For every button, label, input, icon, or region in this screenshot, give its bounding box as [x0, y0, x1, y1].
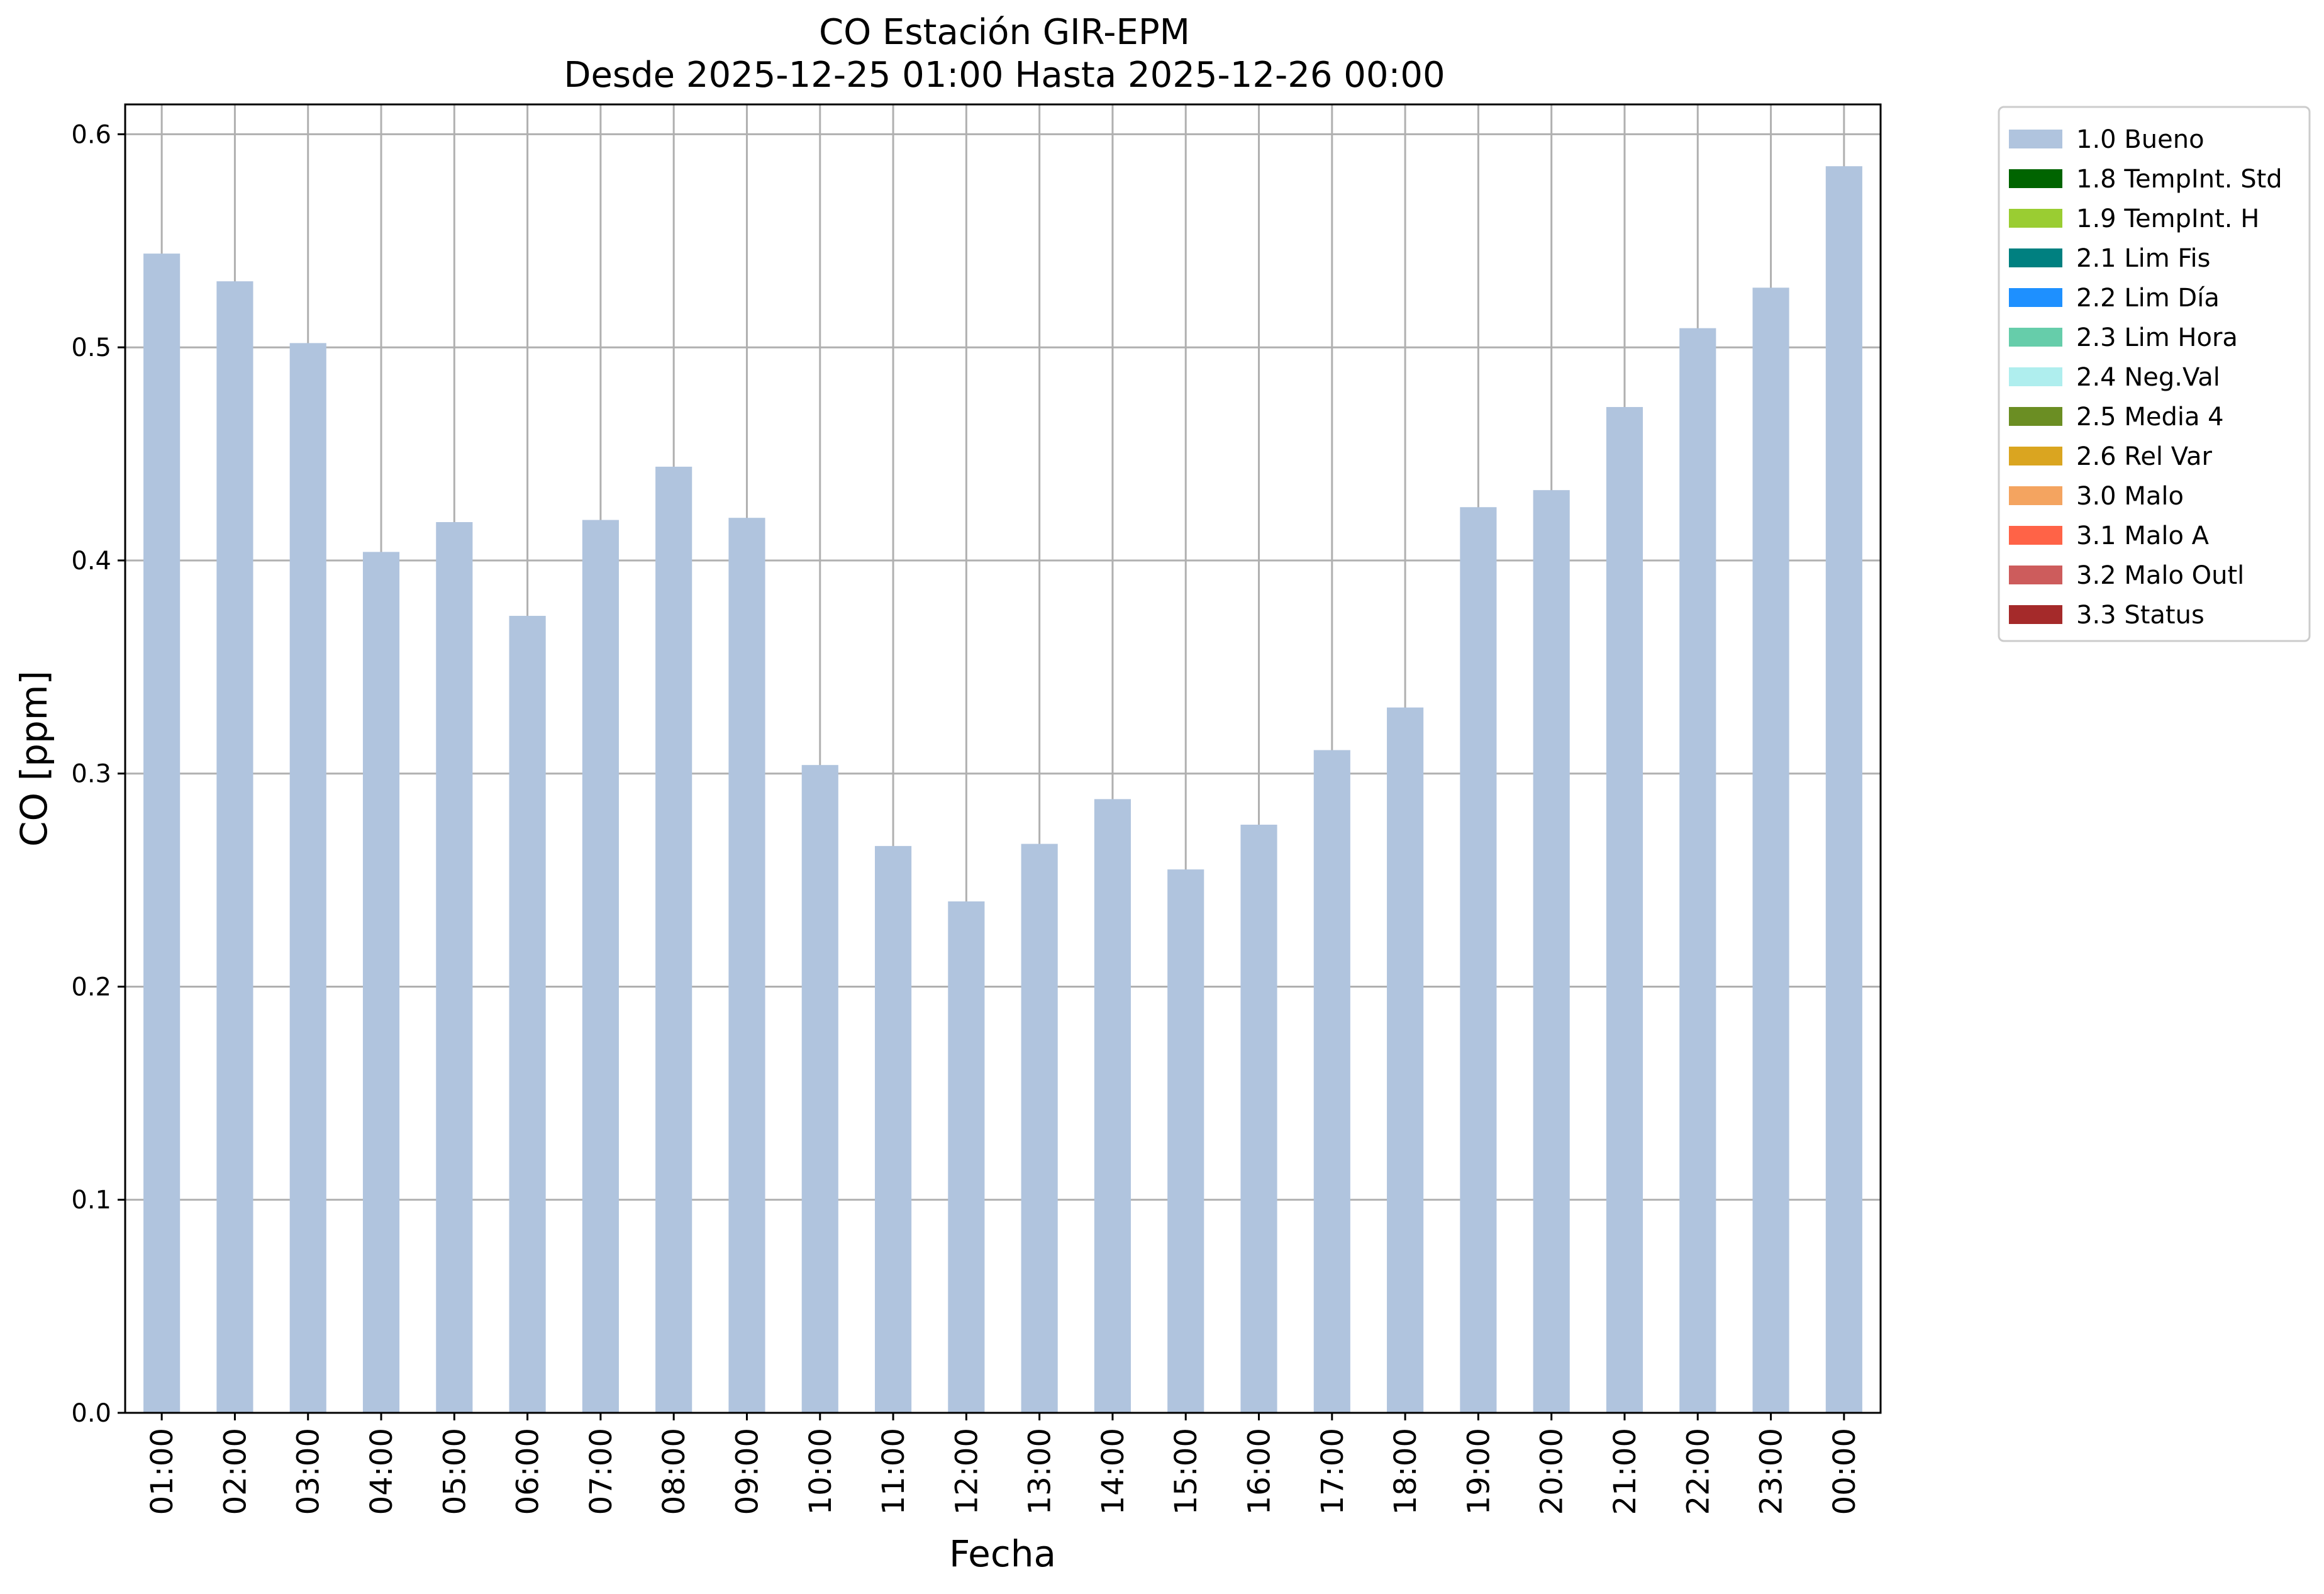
bar-0000	[1825, 166, 1862, 1413]
legend-label: 2.1 Lim Fis	[2076, 244, 2210, 273]
x-tick-label: 08:00	[657, 1428, 692, 1515]
bar-0600	[509, 616, 546, 1413]
legend-swatch	[2009, 407, 2062, 426]
bar-1300	[1021, 844, 1058, 1413]
bar-2000	[1533, 490, 1570, 1413]
bar-1000	[801, 765, 838, 1413]
x-tick-label: 10:00	[803, 1428, 838, 1515]
legend-swatch	[2009, 605, 2062, 624]
legend-label: 1.0 Bueno	[2076, 125, 2204, 154]
bar-2200	[1679, 328, 1716, 1413]
legend: 1.0 Bueno 1.8 TempInt. Std 1.9 TempInt. H 2…	[1998, 106, 2311, 642]
x-tick-label: 17:00	[1315, 1428, 1350, 1515]
chart-subtitle: Desde 2025-12-25 01:00 Hasta 2025-12-26 …	[564, 55, 1445, 96]
x-tick-label: 16:00	[1242, 1428, 1277, 1515]
legend-swatch	[2009, 447, 2062, 465]
x-tick-label: 09:00	[730, 1428, 765, 1515]
y-tick-label: 0.2	[71, 973, 111, 1001]
legend-box	[1998, 106, 2311, 642]
legend-label: 2.4 Neg.Val	[2076, 363, 2220, 392]
x-tick-label: 04:00	[364, 1428, 399, 1515]
bar-0300	[289, 343, 326, 1413]
legend-swatch	[2009, 288, 2062, 307]
legend-swatch	[2009, 486, 2062, 505]
legend-label: 1.9 TempInt. H	[2076, 204, 2259, 233]
bar-0500	[436, 521, 473, 1413]
chart-title-group: CO Estación GIR-EPM Desde 2025-12-25 01:…	[564, 12, 1445, 96]
bar-1700	[1313, 750, 1350, 1413]
x-tick-label: 07:00	[584, 1428, 619, 1515]
bar-0400	[362, 552, 400, 1413]
x-tick-label: 05:00	[437, 1428, 472, 1515]
x-tick-label: 23:00	[1754, 1428, 1789, 1515]
legend-label: 2.2 Lim Día	[2076, 284, 2220, 313]
legend-label: 3.3 Status	[2076, 601, 2204, 630]
y-tick-label: 0.3	[71, 760, 111, 789]
legend-swatch	[2009, 526, 2062, 545]
bar-0200	[216, 281, 253, 1413]
bar-0100	[143, 254, 181, 1413]
x-tick-label: 22:00	[1681, 1428, 1716, 1515]
bar-1600	[1240, 825, 1277, 1413]
legend-label: 3.1 Malo A	[2076, 521, 2210, 550]
x-tick-label: 15:00	[1169, 1428, 1204, 1515]
x-tick-label: 14:00	[1096, 1428, 1131, 1515]
bar-1800	[1387, 707, 1424, 1413]
x-tick-label: 06:00	[511, 1428, 546, 1515]
legend-label: 1.8 TempInt. Std	[2076, 165, 2282, 194]
x-tick-label: 18:00	[1388, 1428, 1423, 1515]
legend-label: 3.0 Malo	[2076, 482, 2184, 511]
legend-label: 3.2 Malo Outl	[2076, 561, 2244, 590]
y-axis-ticks: 0.0 0.1 0.2 0.3 0.4 0.5 0.6	[71, 120, 125, 1428]
legend-swatch	[2009, 328, 2062, 347]
y-tick-label: 0.5	[71, 333, 111, 362]
x-tick-label: 00:00	[1827, 1428, 1862, 1515]
bar-0700	[582, 520, 619, 1413]
plot-area-frame	[124, 103, 1882, 1414]
bar-0900	[728, 518, 765, 1413]
bar-0800	[655, 466, 692, 1413]
legend-label: 2.3 Lim Hora	[2076, 323, 2238, 352]
x-tick-label: 19:00	[1461, 1428, 1496, 1515]
y-tick-label: 0.1	[71, 1186, 111, 1215]
y-axis-label: CO [ppm]	[13, 671, 55, 847]
y-tick-label: 0.6	[71, 120, 111, 149]
x-tick-label: 13:00	[1023, 1428, 1058, 1515]
legend-label: 2.5 Media 4	[2076, 403, 2224, 432]
legend-swatch	[2009, 248, 2062, 267]
bar-2100	[1606, 407, 1643, 1413]
legend-swatch	[2009, 130, 2062, 148]
bar-1500	[1167, 869, 1204, 1413]
x-axis-ticks: 01:00 02:00 03:00 04:00 05:00 06:00 07:00 08:00…	[145, 1413, 1862, 1515]
x-tick-label: 01:00	[145, 1428, 180, 1515]
x-tick-label: 12:00	[949, 1428, 984, 1515]
bar-1900	[1460, 507, 1497, 1413]
chart-title: CO Estación GIR-EPM	[819, 12, 1190, 53]
legend-swatch	[2009, 169, 2062, 188]
x-tick-label: 02:00	[218, 1428, 253, 1515]
bar-2300	[1752, 287, 1789, 1413]
x-tick-label: 11:00	[876, 1428, 911, 1515]
x-axis-label: Fecha	[949, 1532, 1056, 1575]
bar-1200	[948, 901, 985, 1413]
bars	[143, 166, 1862, 1413]
legend-swatch	[2009, 566, 2062, 584]
legend-swatch	[2009, 209, 2062, 228]
y-tick-label: 0.4	[71, 547, 111, 576]
x-tick-label: 21:00	[1608, 1428, 1643, 1515]
legend-swatch	[2009, 367, 2062, 386]
legend-label: 2.6 Rel Var	[2076, 442, 2213, 471]
y-tick-label: 0.0	[71, 1399, 111, 1428]
bar-1400	[1094, 799, 1131, 1413]
x-tick-label: 03:00	[291, 1428, 326, 1515]
x-tick-label: 20:00	[1535, 1428, 1570, 1515]
bar-1100	[874, 845, 912, 1413]
